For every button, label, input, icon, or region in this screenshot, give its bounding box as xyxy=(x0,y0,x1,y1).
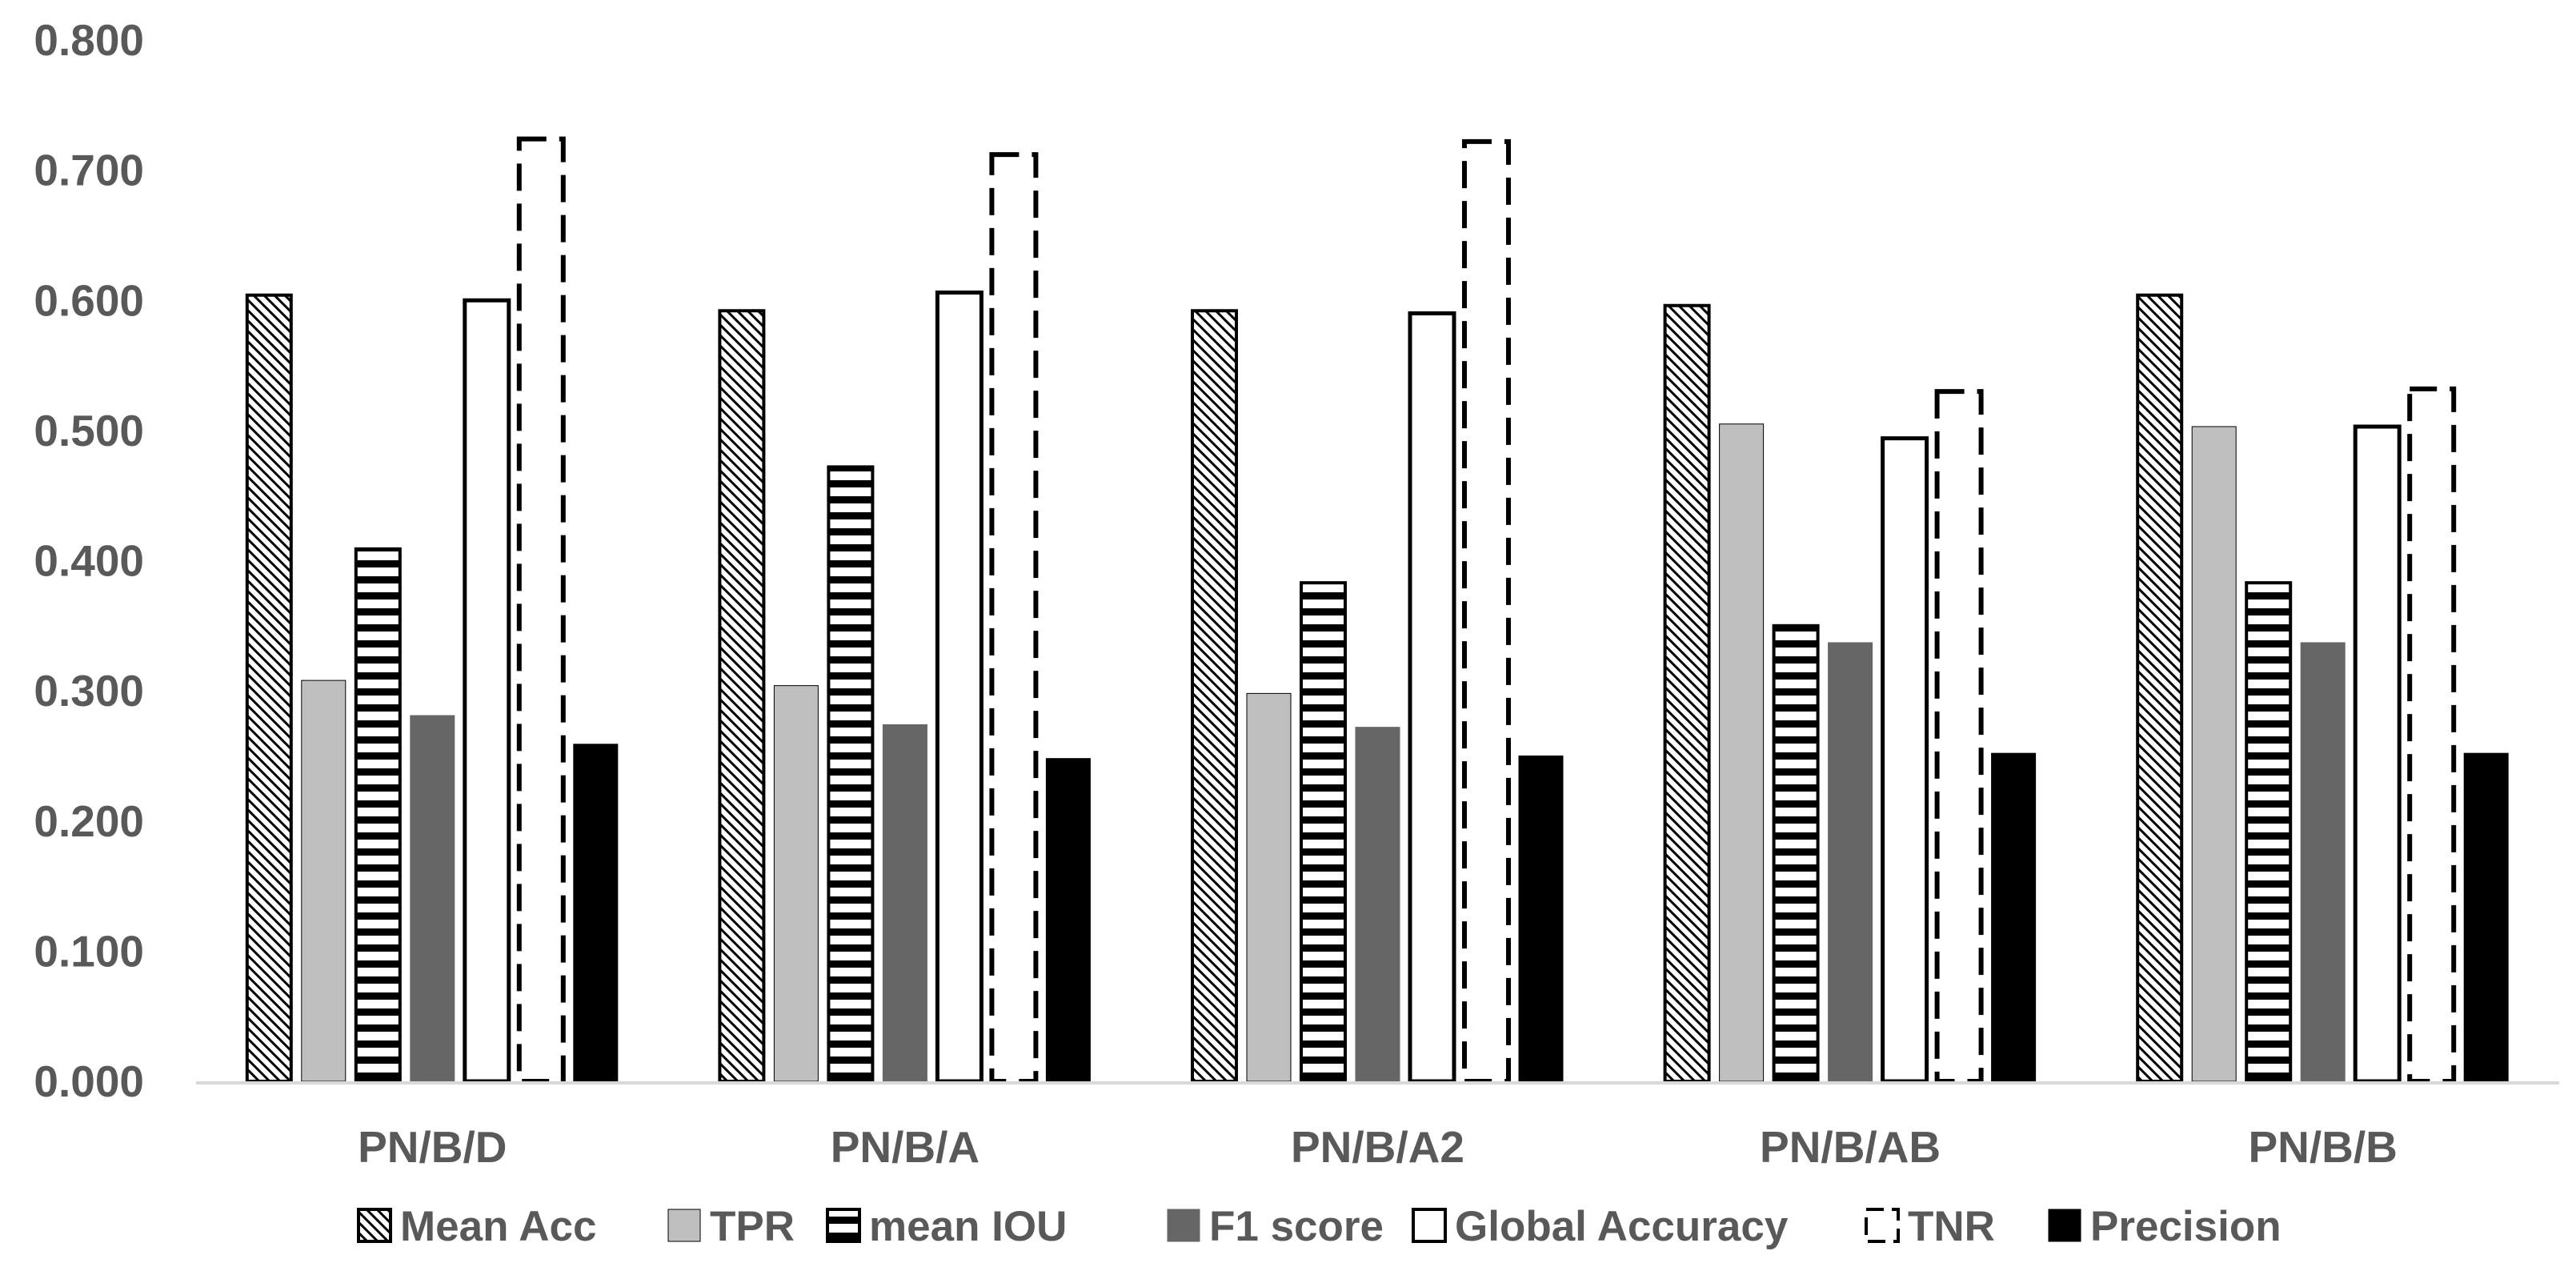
bar-tnr-pn-b-b xyxy=(2407,386,2457,1084)
legend-swatch-tnr xyxy=(1865,1208,1900,1243)
legend: Mean Acc TPR mean IOU F1 score Global Accura… xyxy=(357,1203,2282,1250)
bar-mean-iou-pn-b-ab xyxy=(1772,623,1820,1083)
bar-f1-score-pn-b-a2 xyxy=(1355,727,1400,1082)
bar-f1-score-pn-b-b xyxy=(2300,642,2346,1082)
legend-label: TPR xyxy=(710,1203,795,1250)
x-tick-label: PN/B/AB xyxy=(1760,1122,1941,1172)
bar-tpr-pn-b-b xyxy=(2191,426,2237,1082)
bar-tpr-pn-b-a2 xyxy=(1246,692,1292,1082)
x-tick-label: PN/B/A2 xyxy=(1291,1122,1464,1172)
y-tick-label: 0.700 xyxy=(34,146,144,195)
bar-mean-acc-pn-b-b xyxy=(2136,293,2184,1083)
bar-global-accuracy-pn-b-a2 xyxy=(1408,311,1456,1084)
bar-tpr-pn-b-d xyxy=(301,680,347,1082)
bar-global-accuracy-pn-b-d xyxy=(463,298,511,1084)
bar-mean-iou-pn-b-d xyxy=(354,547,402,1083)
bar-f1-score-pn-b-d xyxy=(410,715,455,1082)
bar-precision-pn-b-a2 xyxy=(1518,755,1564,1082)
y-tick-label: 0.300 xyxy=(34,666,144,716)
x-tick-label: PN/B/A xyxy=(831,1122,980,1172)
bar-mean-acc-pn-b-ab xyxy=(1663,303,1711,1083)
bar-mean-acc-pn-b-d xyxy=(245,293,293,1083)
bar-tnr-pn-b-ab xyxy=(1934,389,1984,1084)
y-tick-label: 0.500 xyxy=(34,406,144,455)
legend-label: Global Accuracy xyxy=(1455,1203,1789,1250)
y-tick-label: 0.000 xyxy=(34,1057,144,1106)
x-tick-label: PN/B/B xyxy=(2248,1122,2397,1172)
bar-global-accuracy-pn-b-a xyxy=(935,290,984,1084)
legend-swatch-f1-score xyxy=(1167,1209,1200,1242)
bar-mean-acc-pn-b-a2 xyxy=(1191,309,1238,1083)
bars xyxy=(245,136,2509,1085)
bar-tpr-pn-b-ab xyxy=(1719,423,1765,1082)
y-tick-label: 0.600 xyxy=(34,275,144,325)
x-tick-label: PN/B/D xyxy=(358,1122,507,1172)
bar-tpr-pn-b-a xyxy=(773,685,819,1082)
bar-precision-pn-b-b xyxy=(2463,752,2509,1082)
bar-mean-iou-pn-b-a xyxy=(827,465,875,1083)
bar-tnr-pn-b-d xyxy=(516,136,566,1085)
legend-swatch-mean-acc xyxy=(357,1208,392,1243)
y-tick-label: 0.200 xyxy=(34,796,144,846)
legend-label: TNR xyxy=(1908,1203,1995,1250)
bar-mean-iou-pn-b-a2 xyxy=(1300,581,1347,1083)
bar-precision-pn-b-a xyxy=(1045,758,1091,1082)
legend-swatch-precision xyxy=(2048,1209,2081,1242)
legend-swatch-mean-iou xyxy=(826,1208,861,1243)
bar-tnr-pn-b-a xyxy=(989,152,1039,1085)
legend-swatch-global-accuracy xyxy=(1412,1208,1447,1243)
legend-label: F1 score xyxy=(1209,1203,1384,1250)
legend-label: Precision xyxy=(2090,1203,2282,1250)
bar-f1-score-pn-b-ab xyxy=(1828,642,1873,1082)
y-tick-label: 0.800 xyxy=(34,15,144,65)
bar-f1-score-pn-b-a xyxy=(882,724,927,1082)
y-tick-label: 0.400 xyxy=(34,536,144,586)
x-axis: PN/B/D PN/B/A PN/B/A2 PN/B/AB PN/B/B xyxy=(196,1081,2559,1172)
legend-label: mean IOU xyxy=(869,1203,1067,1250)
y-tick-label: 0.100 xyxy=(34,926,144,976)
bar-precision-pn-b-ab xyxy=(1991,752,2037,1082)
bar-global-accuracy-pn-b-ab xyxy=(1881,436,1929,1084)
bar-tnr-pn-b-a2 xyxy=(1462,138,1511,1084)
bar-global-accuracy-pn-b-b xyxy=(2353,424,2402,1084)
bar-mean-iou-pn-b-b xyxy=(2245,581,2293,1083)
y-axis: 0.000 0.100 0.200 0.300 0.400 0.500 0.600 0.700… xyxy=(34,15,144,1106)
legend-label: Mean Acc xyxy=(400,1203,596,1250)
bar-precision-pn-b-d xyxy=(573,744,619,1082)
legend-swatch-tpr xyxy=(667,1209,701,1242)
bar-mean-acc-pn-b-a xyxy=(718,309,766,1083)
